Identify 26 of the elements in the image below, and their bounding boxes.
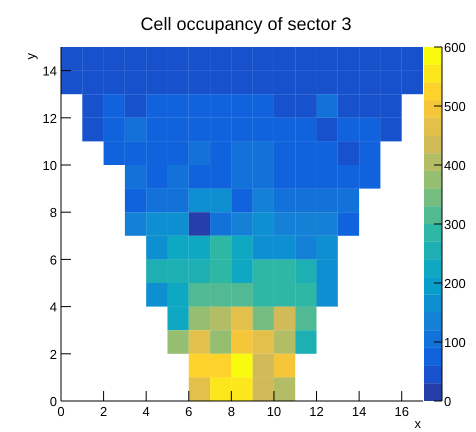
x-tick-label: 4: [142, 404, 150, 419]
color-bar-label: 400: [444, 158, 466, 173]
x-tick-label: 8: [228, 404, 235, 419]
x-tick-label: 16: [394, 404, 409, 419]
y-tick-label: 6: [50, 252, 57, 268]
y-tick-label: 8: [50, 205, 57, 220]
y-tick-label: 14: [42, 64, 57, 79]
color-bar-label: 200: [444, 276, 466, 291]
x-axis-title: x: [414, 416, 422, 431]
y-tick-label: 12: [42, 110, 57, 126]
color-bar-label: 0: [444, 394, 452, 409]
y-tick-label: 2: [50, 346, 57, 362]
chart-title: Cell occupancy of sector 3: [140, 14, 352, 34]
x-tick-label: 6: [185, 404, 192, 419]
y-tick-label: 0: [50, 394, 57, 409]
y-tick-label: 10: [42, 158, 57, 173]
color-bar-label: 300: [444, 217, 466, 232]
x-tick-label: 12: [309, 404, 324, 419]
color-bar-label: 600: [444, 40, 466, 55]
y-tick-label: 4: [50, 300, 57, 315]
x-tick-label: 14: [352, 404, 366, 419]
y-axis-title: y: [23, 52, 38, 60]
x-tick-label: 10: [266, 404, 282, 419]
x-tick-label: 2: [100, 404, 108, 419]
color-bar-label: 500: [444, 99, 466, 114]
color-bar-label: 100: [444, 335, 466, 350]
